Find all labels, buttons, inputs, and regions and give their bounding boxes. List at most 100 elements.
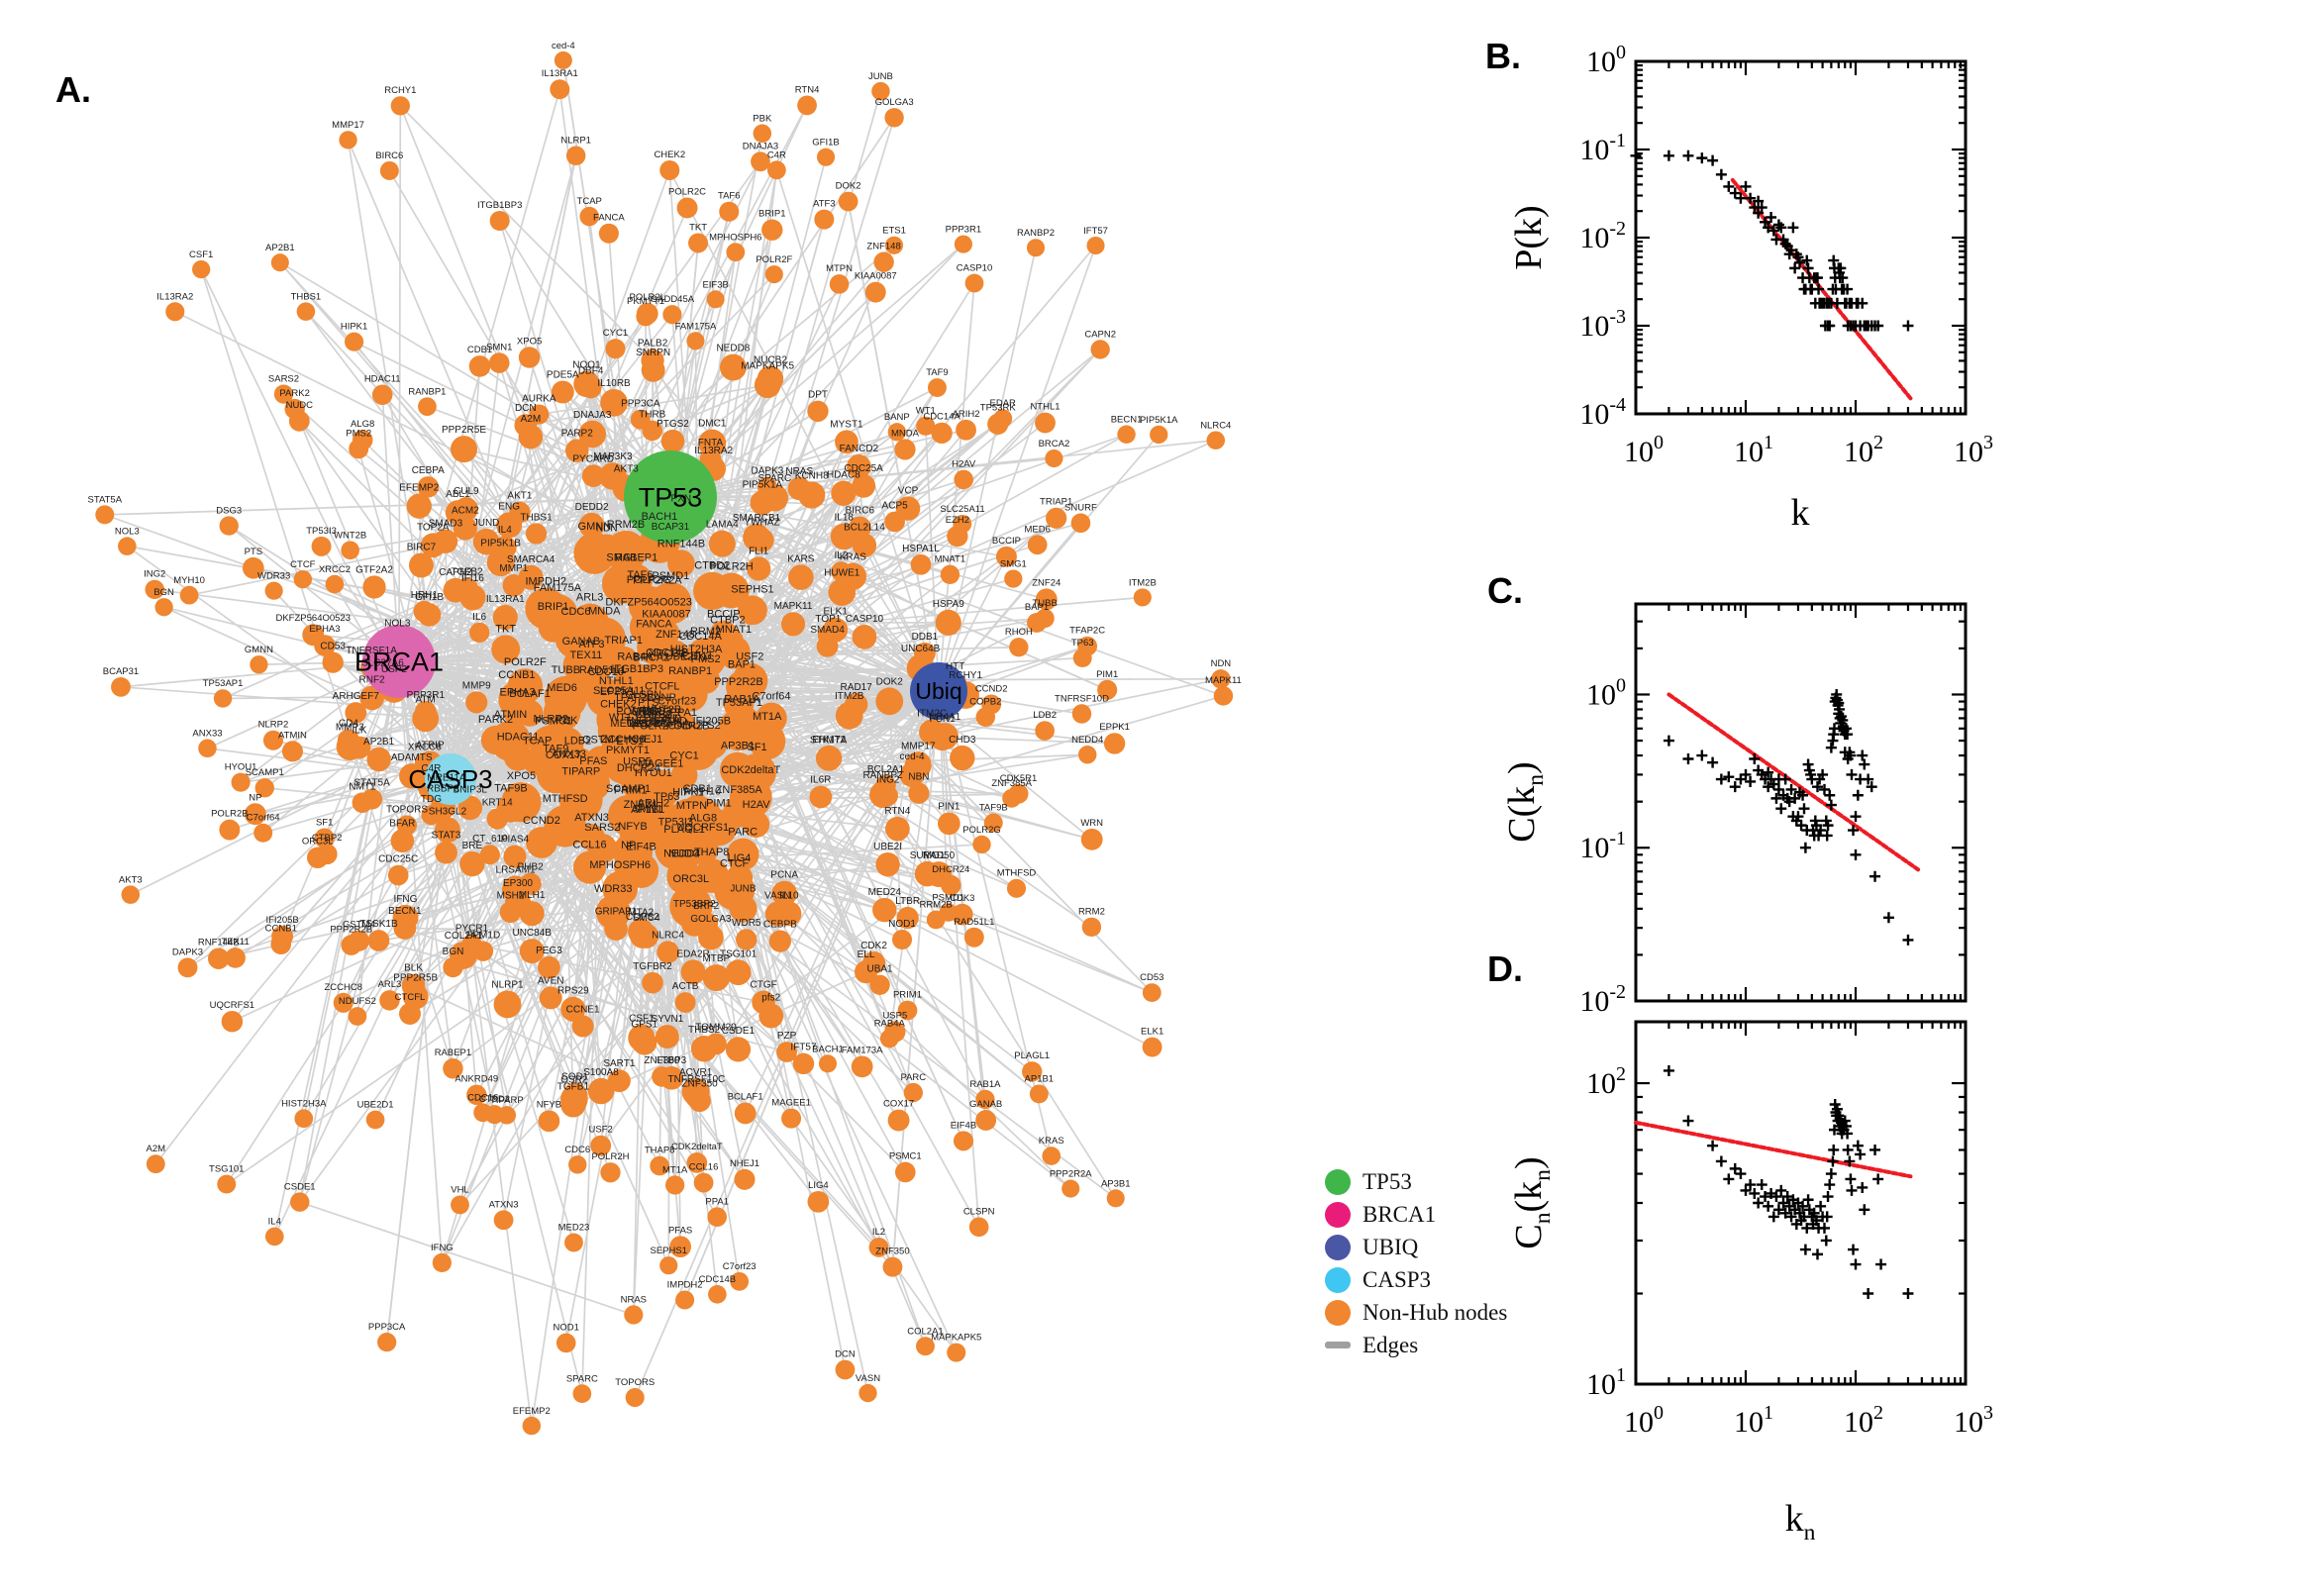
network-node	[366, 747, 391, 772]
network-node-label: TP53RK	[980, 403, 1017, 414]
network-node	[636, 307, 656, 327]
fit-line	[1634, 1120, 1913, 1179]
network-node-label: WDR33	[594, 883, 633, 895]
network-node-label: IFNG	[431, 1243, 454, 1253]
network-node	[882, 1256, 903, 1277]
network-node	[457, 795, 483, 821]
svg-text:10-3: 10-3	[1579, 306, 1626, 343]
network-node-label: ced-4	[900, 751, 925, 762]
network-node	[253, 823, 273, 843]
network-node-label: ELK1	[823, 607, 848, 618]
network-node-label: VASN	[764, 891, 791, 902]
network-node-label: RCHY1	[384, 85, 416, 96]
network-node-label: ARIH2	[953, 409, 980, 420]
network-node-label: BCL2A1	[867, 764, 905, 775]
network-node	[686, 1152, 708, 1173]
network-node-label: PMS2	[346, 428, 371, 439]
network-node-label: ZNF350	[682, 1079, 719, 1090]
network-node-label: NQO1	[572, 360, 601, 371]
network-node-label: CTBD2	[479, 1094, 510, 1105]
network-node	[284, 398, 305, 420]
network-node-label: SMARCA4	[507, 554, 556, 565]
network-node-label: PIAS4	[501, 835, 530, 846]
svg-text:103: 103	[1954, 432, 1993, 468]
network-node-label: NUDC	[668, 848, 700, 859]
network-node	[558, 777, 603, 822]
network-node	[454, 497, 478, 522]
network-node	[399, 763, 425, 789]
network-node	[459, 850, 485, 877]
network-node	[281, 741, 303, 762]
network-node-label: RRM2	[1078, 907, 1105, 918]
network-node	[788, 564, 814, 590]
network-node-label: POLR2F	[756, 254, 792, 265]
network-node-label: NRAS	[621, 1294, 647, 1305]
network-node-label: CTCF	[290, 559, 316, 570]
network-node	[831, 480, 857, 506]
network-node-label: MSH2	[497, 890, 525, 901]
plot-ticks	[1634, 604, 1968, 1003]
network-node-label: ARIH2	[638, 797, 669, 809]
network-node-label: ITGB1BP3	[477, 200, 522, 211]
network-node-label: ANKRD49	[454, 1074, 498, 1085]
network-node-label: AURKA	[522, 394, 556, 405]
network-node-label: THBS2	[688, 1025, 721, 1036]
network-node	[947, 1343, 966, 1362]
network-node-label: CCNE1	[566, 1004, 600, 1015]
network-node-label: ATMIN	[494, 709, 527, 721]
network-node-label: SPARC	[566, 1373, 598, 1384]
network-node-label: PTGS2	[656, 419, 689, 430]
network-node	[667, 549, 695, 578]
network-node-label: SNURF	[1064, 503, 1097, 514]
network-node-label: S100A8	[583, 1067, 619, 1078]
network-node	[484, 1105, 504, 1125]
network-node-label: TUBB	[552, 664, 580, 676]
network-node	[947, 525, 968, 548]
network-node-label: BECN1	[388, 906, 422, 917]
network-node	[1211, 669, 1231, 689]
network-node-label: IFI16	[461, 573, 484, 584]
network-node-label: WDR33	[257, 571, 290, 582]
network-node	[879, 1029, 899, 1048]
network-node	[764, 265, 783, 284]
network-node	[450, 436, 478, 463]
network-node-label: NMT1	[349, 781, 376, 792]
network-node-label: ZNF385A	[991, 778, 1032, 789]
network-node	[638, 779, 669, 811]
network-node-label: SMN1	[486, 342, 512, 352]
network-node-label: MAPKAPK5	[931, 1333, 981, 1344]
network-node-label: FCN1	[930, 714, 957, 725]
network-node	[516, 699, 544, 727]
network-node-label: CT_610	[472, 834, 508, 845]
scatter-points	[1663, 1064, 1914, 1299]
network-node-label: BCCIP	[707, 609, 741, 621]
network-node-label: ELL	[858, 949, 875, 960]
network-node-label: KCNH8	[795, 470, 829, 481]
network-node-label: RAD17	[841, 682, 873, 693]
network-node-label: PPP2R2A	[633, 575, 682, 587]
casp3-hub-swatch	[1325, 1266, 1351, 1293]
network-node-label: CCNB1	[498, 669, 535, 681]
network-node-label: NFYB	[618, 821, 647, 833]
network-node-label: BLK	[404, 963, 423, 974]
network-node-label: CCND2	[523, 815, 560, 827]
network-node-label: PPP2R5B	[393, 973, 438, 984]
network-node-label: THBS1	[291, 291, 322, 302]
y-axis-label: P(k)	[1508, 205, 1550, 269]
network-node	[642, 420, 663, 442]
network-node-label: PXN	[671, 493, 692, 504]
network-node-label: ZNF360	[644, 1055, 680, 1066]
network-node-label: DHCR24	[932, 864, 969, 875]
network-node-label: GMNN	[578, 521, 612, 533]
network-node-label: MMP17	[901, 741, 936, 751]
network-node	[798, 481, 826, 509]
network-node	[816, 635, 839, 657]
network-node	[1103, 733, 1126, 754]
network-node-label: TAF6	[627, 569, 653, 581]
scatter-points	[1630, 150, 1914, 332]
network-node	[894, 439, 916, 460]
network-node	[720, 353, 747, 381]
network-node	[325, 574, 345, 594]
network-node-label: ZNF350	[875, 1247, 909, 1257]
